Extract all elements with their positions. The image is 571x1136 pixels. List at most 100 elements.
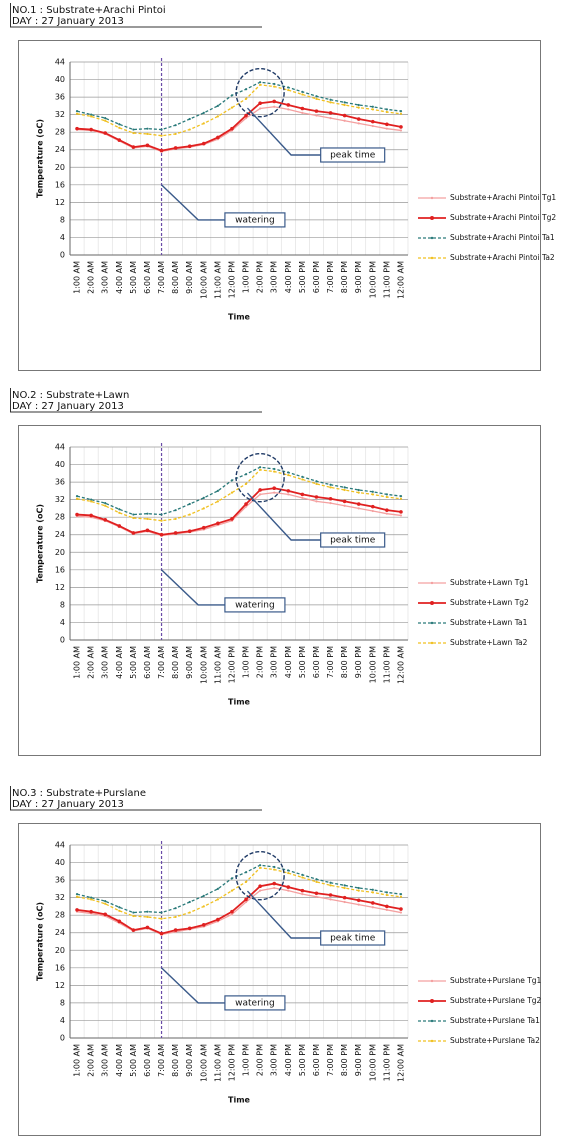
series-marker bbox=[259, 864, 262, 867]
series-marker bbox=[357, 507, 360, 510]
legend-marker bbox=[430, 196, 434, 200]
series-marker bbox=[315, 895, 318, 898]
series-marker bbox=[216, 115, 219, 118]
series-marker bbox=[371, 509, 374, 513]
series-marker bbox=[244, 871, 248, 874]
series-marker bbox=[75, 908, 79, 912]
series-marker bbox=[273, 886, 276, 890]
series-marker bbox=[371, 124, 374, 128]
series-marker bbox=[273, 105, 276, 108]
series-marker bbox=[90, 898, 93, 901]
x-tick-label: 5:00 PM bbox=[298, 646, 307, 678]
series-marker bbox=[259, 889, 262, 892]
x-tick-label: 4:00 PM bbox=[284, 1044, 293, 1076]
series-marker bbox=[90, 498, 93, 501]
series-marker bbox=[230, 479, 234, 482]
series-marker bbox=[202, 111, 205, 114]
legend-marker bbox=[430, 979, 434, 983]
series-marker bbox=[287, 108, 290, 111]
series-marker bbox=[342, 113, 347, 118]
series-marker bbox=[287, 889, 290, 892]
series-marker bbox=[258, 884, 262, 889]
x-tick-label: 9:00 PM bbox=[354, 646, 363, 678]
x-tick-label: 6:00 AM bbox=[143, 261, 152, 294]
series-marker bbox=[356, 117, 361, 121]
series-marker bbox=[202, 894, 205, 897]
x-tick-label: 3:00 PM bbox=[270, 646, 279, 678]
x-tick-label: 10:00 AM bbox=[199, 1044, 208, 1082]
legend-marker bbox=[430, 256, 434, 260]
legend-marker bbox=[430, 601, 434, 605]
chart-box bbox=[18, 40, 541, 371]
series-marker bbox=[188, 117, 191, 121]
series-marker bbox=[90, 113, 93, 116]
y-tick-label: 36 bbox=[55, 876, 65, 885]
x-tick-label: 1:00 PM bbox=[242, 261, 251, 293]
series-marker bbox=[370, 901, 375, 905]
series-marker bbox=[371, 888, 374, 891]
series-marker bbox=[385, 127, 388, 130]
series-marker bbox=[315, 500, 318, 503]
series-marker bbox=[301, 475, 304, 478]
series-marker bbox=[399, 125, 403, 129]
series-marker bbox=[343, 101, 346, 104]
series-marker bbox=[385, 110, 388, 114]
series-marker bbox=[399, 893, 403, 896]
series-marker bbox=[385, 508, 389, 512]
x-tick-label: 4:00 PM bbox=[284, 646, 293, 678]
series-marker bbox=[273, 467, 276, 471]
series-marker bbox=[159, 148, 164, 153]
series-marker bbox=[357, 122, 360, 125]
series-marker bbox=[315, 482, 318, 485]
series-line bbox=[76, 81, 402, 131]
series-marker bbox=[160, 134, 163, 137]
series-marker bbox=[259, 466, 262, 469]
series-marker bbox=[259, 493, 262, 496]
series-marker bbox=[314, 891, 319, 896]
x-tick-label: 2:00 PM bbox=[256, 261, 265, 293]
series-marker bbox=[272, 99, 277, 104]
x-tick-label: 11:00 AM bbox=[213, 646, 222, 684]
series-marker bbox=[329, 502, 332, 505]
series-line bbox=[76, 469, 402, 522]
legend-label: Substrate+Purslane Ta2 bbox=[450, 1036, 540, 1045]
series-marker bbox=[329, 486, 332, 489]
series-marker bbox=[132, 131, 135, 135]
series-marker bbox=[202, 496, 205, 499]
series-marker bbox=[146, 132, 149, 136]
x-tick-label: 8:00 AM bbox=[171, 1044, 180, 1077]
series-marker bbox=[385, 512, 388, 515]
peak-circle bbox=[235, 453, 285, 503]
series-marker bbox=[301, 876, 304, 879]
legend-marker bbox=[430, 1019, 434, 1023]
series-marker bbox=[343, 119, 346, 122]
series-marker bbox=[399, 911, 403, 914]
y-tick-label: 12 bbox=[55, 583, 65, 592]
series-marker bbox=[287, 869, 290, 872]
series-marker bbox=[315, 878, 318, 881]
legend-marker bbox=[430, 236, 434, 240]
peak-label: peak time bbox=[330, 150, 376, 160]
legend-label: Substrate+Purslane Tg2 bbox=[450, 996, 542, 1005]
series-marker bbox=[244, 482, 248, 485]
series-marker bbox=[188, 513, 191, 516]
x-tick-label: 6:00 AM bbox=[143, 1044, 152, 1077]
series-marker bbox=[287, 871, 290, 875]
y-tick-label: 20 bbox=[55, 163, 65, 172]
watering-pointer bbox=[161, 184, 225, 221]
series-marker bbox=[173, 531, 178, 535]
y-tick-label: 4 bbox=[60, 1016, 65, 1025]
series-marker bbox=[89, 909, 93, 914]
series-marker bbox=[399, 510, 403, 514]
series-marker bbox=[118, 123, 121, 126]
series-marker bbox=[216, 500, 219, 503]
series-marker bbox=[371, 490, 374, 493]
series-marker bbox=[343, 486, 346, 489]
peak-circle bbox=[235, 68, 285, 118]
series-marker bbox=[342, 895, 347, 900]
series-marker bbox=[216, 135, 220, 140]
series-marker bbox=[329, 117, 332, 120]
series-marker bbox=[300, 492, 305, 497]
series-marker bbox=[230, 909, 234, 914]
panel-title: NO.2 : Substrate+Lawn bbox=[12, 390, 129, 401]
